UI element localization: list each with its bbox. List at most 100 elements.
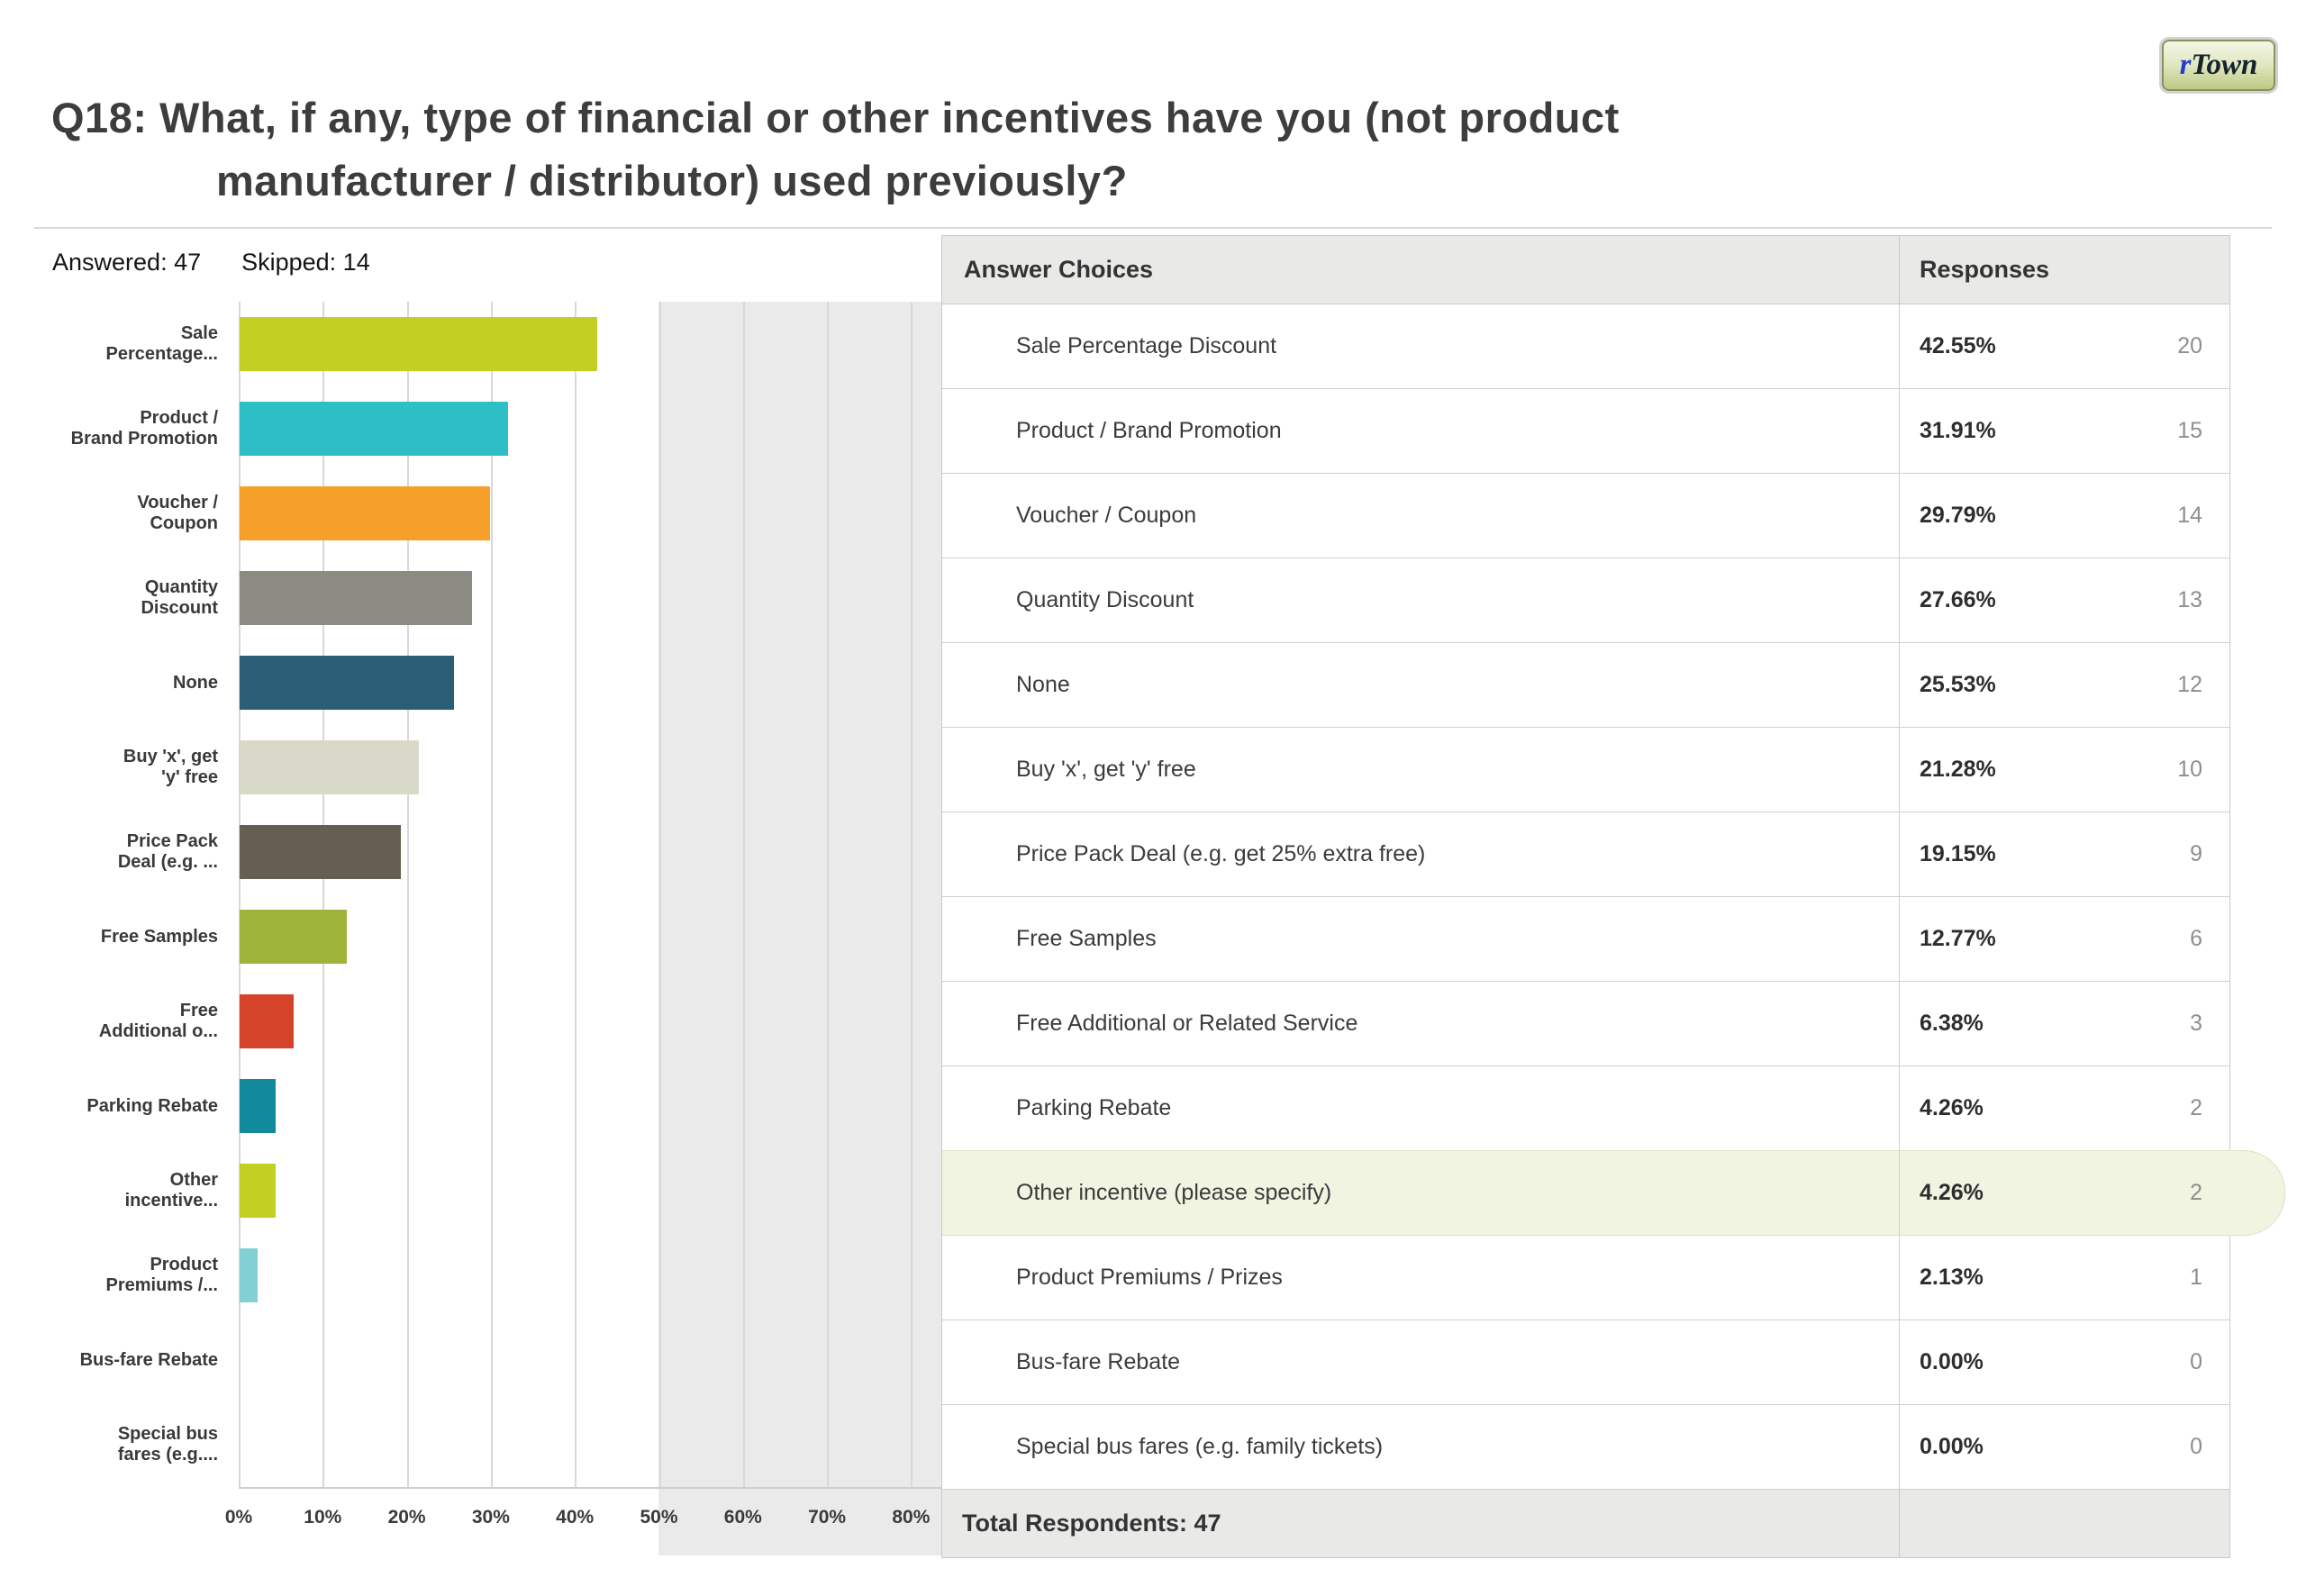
answer-cell: Product / Brand Promotion (942, 389, 1899, 473)
bar[interactable] (240, 402, 508, 456)
gridline (490, 302, 493, 1487)
chart-row: None (0, 640, 941, 725)
responses-cell: 42.55% 20 (1899, 304, 2229, 388)
response-count: 3 (2190, 1011, 2202, 1036)
chart-row: Product / Brand Promotion (0, 386, 941, 471)
response-percent: 2.13% (1920, 1265, 1984, 1290)
bar[interactable] (240, 1248, 258, 1302)
category-label: Product / Brand Promotion (70, 408, 218, 449)
chart-row: Free Additional o... (0, 979, 941, 1064)
table-row[interactable]: Voucher / Coupon 29.79% 14 (942, 474, 2229, 558)
answer-cell: Sale Percentage Discount (942, 304, 1899, 388)
response-percent: 12.77% (1920, 926, 1996, 951)
response-count: 10 (2177, 757, 2202, 782)
gridline (742, 302, 745, 1487)
response-count: 9 (2190, 841, 2202, 866)
bar-chart: 0% 10% 20% 30% 40% 50% 60% 70% 80% Sale Percentag… (0, 302, 941, 1596)
chart-row: Voucher / Coupon (0, 471, 941, 556)
chart-row: Free Samples (0, 894, 941, 979)
total-respondents: Total Respondents: 47 (962, 1510, 1221, 1537)
category-label: Other incentive... (124, 1170, 218, 1211)
chart-row: Other incentive... (0, 1148, 941, 1233)
answer-label: Product / Brand Promotion (1016, 418, 1282, 443)
answer-label: Free Additional or Related Service (1016, 1011, 1358, 1036)
category-label: Price Pack Deal (e.g. ... (117, 831, 218, 872)
responses-cell: 12.77% 6 (1899, 897, 2229, 981)
category-label: Product Premiums /... (105, 1255, 219, 1295)
answer-cell: Buy 'x', get 'y' free (942, 728, 1899, 812)
x-axis-tick-label: 80% (892, 1507, 931, 1528)
responses-header: Responses (1899, 236, 2229, 304)
table-row[interactable]: Quantity Discount 27.66% 13 (942, 558, 2229, 643)
x-axis-tick-label: 70% (808, 1507, 847, 1528)
response-count: 1 (2190, 1265, 2202, 1290)
response-percent: 19.15% (1920, 841, 1996, 866)
bar[interactable] (240, 656, 455, 710)
table-row[interactable]: Free Additional or Related Service 6.38% 3 (942, 982, 2229, 1066)
table-row[interactable]: Sale Percentage Discount 42.55% 20 (942, 304, 2229, 389)
x-axis-tick-label: 60% (723, 1507, 762, 1528)
responses-cell: 19.15% 9 (1899, 812, 2229, 896)
bar[interactable] (240, 1164, 276, 1218)
chart-row: Price Pack Deal (e.g. ... (0, 810, 941, 894)
chart-row: Quantity Discount (0, 556, 941, 640)
responses-cell: 2.13% 1 (1899, 1236, 2229, 1319)
responses-cell: 4.26% 2 (1899, 1151, 2229, 1235)
bar[interactable] (240, 486, 490, 540)
table-row[interactable]: Parking Rebate 4.26% 2 (942, 1066, 2229, 1151)
bar[interactable] (240, 571, 473, 625)
x-axis-tick-label: 40% (556, 1507, 595, 1528)
table-row[interactable]: Bus-fare Rebate 0.00% 0 (942, 1320, 2229, 1405)
answer-cell: Free Additional or Related Service (942, 982, 1899, 1066)
answer-label: Sale Percentage Discount (1016, 333, 1277, 358)
chart-row: Buy 'x', get 'y' free (0, 725, 941, 810)
gridline (239, 302, 241, 1487)
response-percent: 21.28% (1920, 757, 1996, 782)
category-label: None (173, 672, 218, 693)
skipped-count: Skipped: 14 (241, 249, 370, 276)
answer-label: None (1016, 672, 1070, 697)
answer-label: Voucher / Coupon (1016, 503, 1197, 528)
response-count: 2 (2190, 1095, 2202, 1120)
category-label: Voucher / Coupon (137, 493, 218, 533)
bar[interactable] (240, 740, 419, 794)
answer-label: Special bus fares (e.g. family tickets) (1016, 1434, 1384, 1459)
table-row[interactable]: Price Pack Deal (e.g. get 25% extra free… (942, 812, 2229, 897)
x-axis-tick-label: 50% (640, 1507, 678, 1528)
bar[interactable] (240, 317, 597, 371)
answer-label: Quantity Discount (1016, 587, 1194, 612)
bar[interactable] (240, 910, 348, 964)
response-count: 20 (2177, 333, 2202, 358)
response-count: 6 (2190, 926, 2202, 951)
response-count: 15 (2177, 418, 2202, 443)
table-row[interactable]: Buy 'x', get 'y' free 21.28% 10 (942, 728, 2229, 812)
table-row[interactable]: Free Samples 12.77% 6 (942, 897, 2229, 982)
answer-cell: None (942, 643, 1899, 727)
table-header-row: Answer Choices Responses (942, 236, 2229, 304)
question-title-line2: manufacturer / distributor) used previou… (216, 157, 1128, 204)
responses-cell: 4.26% 2 (1899, 1066, 2229, 1150)
table-row[interactable]: Special bus fares (e.g. family tickets) 0… (942, 1405, 2229, 1490)
answer-label: Other incentive (please specify) (1016, 1180, 1332, 1205)
table-footer-row: Total Respondents: 47 (942, 1490, 2229, 1557)
category-label: Buy 'x', get 'y' free (123, 747, 218, 787)
table-row[interactable]: Product / Brand Promotion 31.91% 15 (942, 389, 2229, 474)
chart-row: Product Premiums /... (0, 1233, 941, 1318)
table-row[interactable]: None 25.53% 12 (942, 643, 2229, 728)
responses-cell: 6.38% 3 (1899, 982, 2229, 1066)
table-row[interactable]: Other incentive (please specify) 4.26% 2 (942, 1150, 2285, 1236)
responses-cell: 29.79% 14 (1899, 474, 2229, 558)
category-label: Bus-fare Rebate (79, 1349, 218, 1370)
bar[interactable] (240, 1079, 276, 1133)
answer-label: Bus-fare Rebate (1016, 1349, 1181, 1374)
answer-choices-header: Answer Choices (964, 256, 1154, 283)
answer-cell: Product Premiums / Prizes (942, 1236, 1899, 1319)
bar[interactable] (240, 825, 401, 879)
answer-cell: Other incentive (please specify) (942, 1151, 1899, 1235)
category-label: Parking Rebate (86, 1095, 218, 1116)
category-label: Quantity Discount (141, 577, 218, 618)
x-axis-tick-label: 0% (224, 1507, 253, 1528)
table-row[interactable]: Product Premiums / Prizes 2.13% 1 (942, 1236, 2229, 1320)
bar[interactable] (240, 994, 294, 1048)
answer-cell: Parking Rebate (942, 1066, 1899, 1150)
